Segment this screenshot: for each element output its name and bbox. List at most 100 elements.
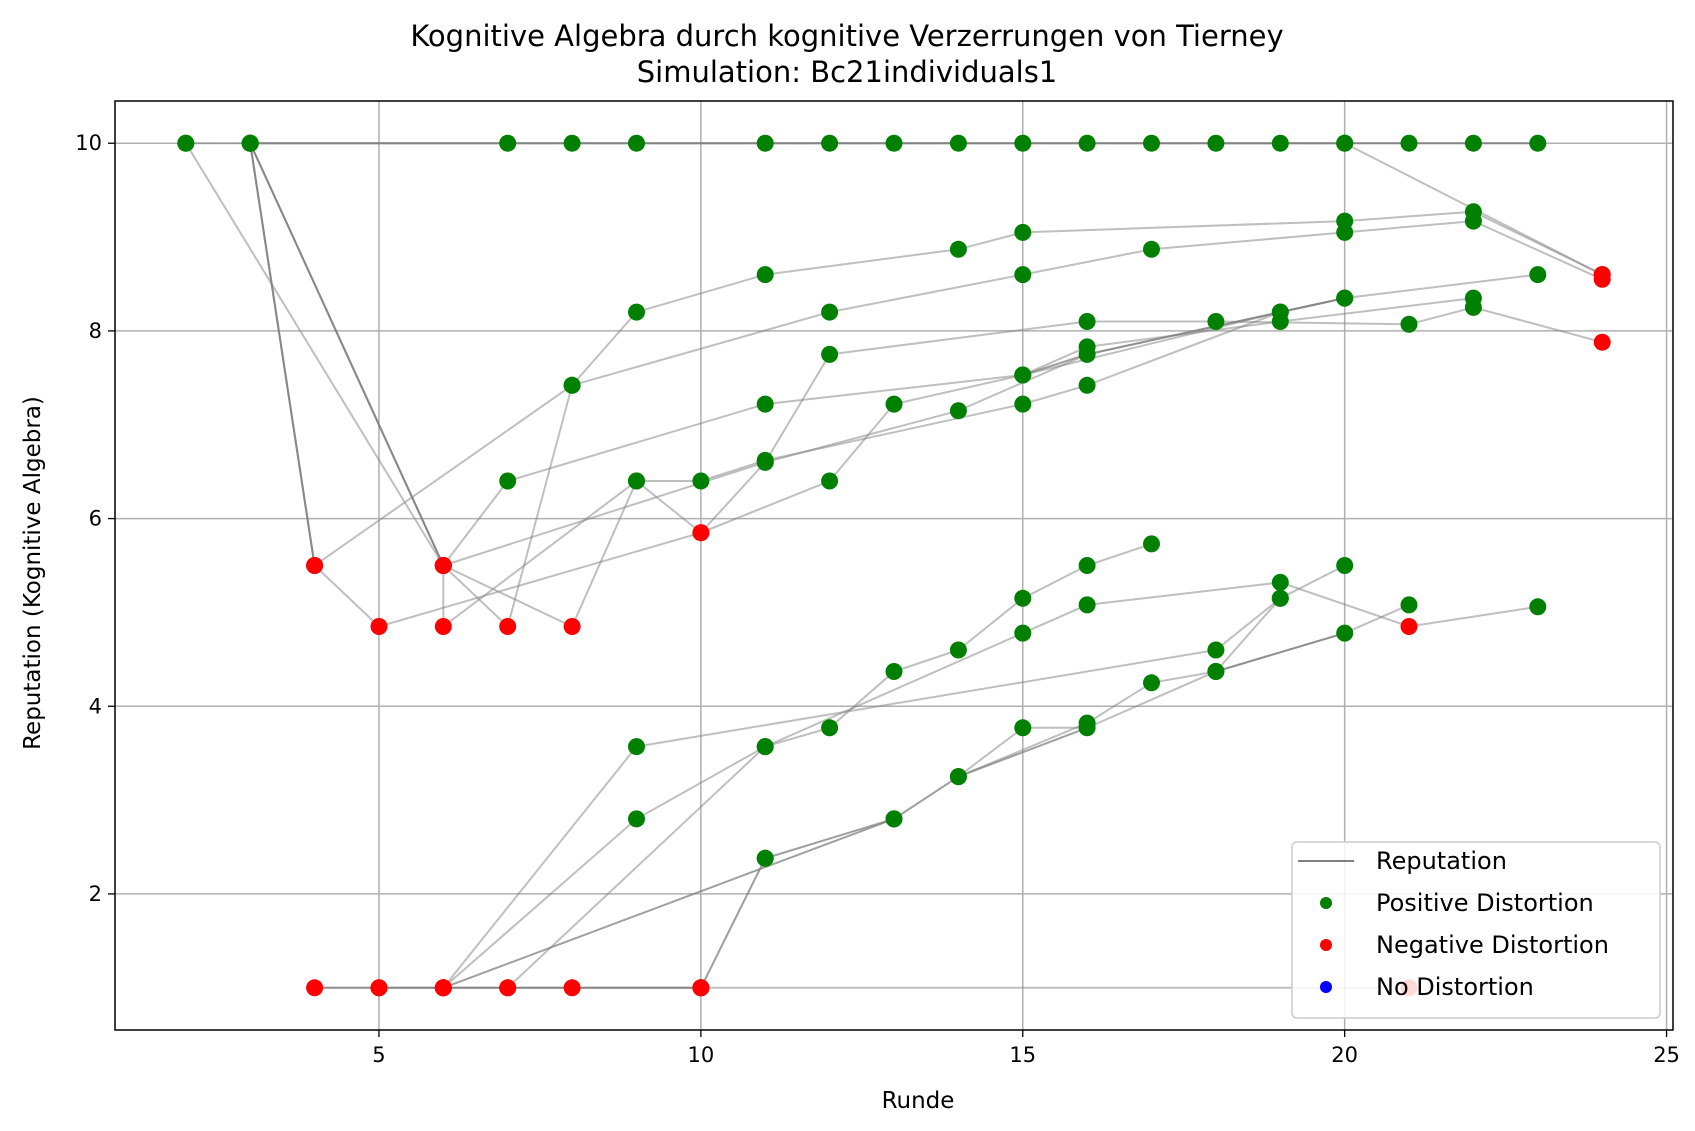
y-tick-label: 2 <box>89 882 102 906</box>
positive-distortion-point <box>949 768 967 786</box>
y-tick-label: 4 <box>89 694 102 718</box>
positive-distortion-point <box>1078 557 1096 574</box>
reputation-line-overlap <box>442 817 895 989</box>
axis-ticks: 5 10 15 20 25 2 4 6 8 10 <box>75 131 1680 1067</box>
positive-distortion-point <box>1078 719 1096 737</box>
positive-distortion-point <box>756 849 774 867</box>
positive-distortion-point <box>885 810 903 828</box>
reputation-line <box>249 142 1474 568</box>
reputation-line-overlap <box>249 143 316 566</box>
positive-distortion-point <box>628 738 645 756</box>
negative-distortion-point <box>306 557 324 574</box>
positive-distortion-point <box>1014 266 1032 284</box>
positive-distortion-point <box>821 303 839 321</box>
legend: Reputation Positive Distortion Negative Di… <box>1291 841 1661 1019</box>
negative-distortion-point <box>370 979 388 997</box>
positive-distortion-point <box>821 472 839 490</box>
reputation-line-overlap <box>249 142 445 566</box>
positive-distortion-point <box>885 134 903 152</box>
x-tick-label: 25 <box>1653 1043 1680 1067</box>
positive-distortion-point <box>1336 624 1354 642</box>
positive-distortion-point <box>1078 134 1096 152</box>
positive-distortion-point <box>628 134 645 152</box>
y-tick-label: 10 <box>75 131 102 155</box>
x-tick-label: 5 <box>372 1043 385 1067</box>
positive-distortion-point <box>1271 589 1289 607</box>
negative-distortion-point <box>1593 333 1611 351</box>
positive-distortion-point <box>1271 573 1289 591</box>
negative-distortion-point <box>306 979 324 997</box>
positive-distortion-point <box>756 738 774 756</box>
x-axis-label: Runde <box>882 1088 955 1114</box>
positive-distortion-point <box>1271 303 1289 321</box>
legend-label: No Distortion <box>1376 973 1534 1001</box>
positive-distortion-point <box>1529 266 1547 284</box>
positive-distortion-point <box>1078 376 1096 394</box>
positive-distortion-point <box>949 134 967 152</box>
negative-distortion-point <box>499 979 517 997</box>
y-tick-label: 8 <box>89 319 102 343</box>
negative-distortion-point <box>563 979 581 997</box>
x-tick-label: 15 <box>1009 1043 1036 1067</box>
positive-distortion-point <box>1143 674 1160 692</box>
positive-distortion-point <box>1464 134 1482 152</box>
positive-distortion-point <box>1143 240 1160 258</box>
positive-distortion-point <box>1143 134 1160 152</box>
positive-distortion-point <box>1400 315 1418 333</box>
negative-distortion-point <box>1400 618 1418 635</box>
negative-distortion-point <box>434 557 452 574</box>
legend-box <box>1291 841 1661 1019</box>
positive-distortion-point <box>1143 535 1160 553</box>
positive-distortion-point <box>499 134 517 152</box>
plot-area-frame <box>114 100 1674 1031</box>
distortion-points <box>177 134 1611 997</box>
negative-distortion-point <box>499 618 517 635</box>
y-tick-label: 6 <box>89 507 102 531</box>
negative-distortion-point <box>434 979 452 997</box>
positive-distortion-point <box>1400 596 1418 614</box>
positive-distortion-point <box>821 719 839 737</box>
positive-distortion-point <box>499 472 517 490</box>
positive-distortion-point <box>885 395 903 413</box>
positive-distortion-point <box>1529 134 1547 152</box>
negative-distortion-point <box>692 979 710 997</box>
positive-distortion-point <box>885 663 903 680</box>
reputation-line-overlap <box>1215 632 1345 673</box>
reputation-line-overlap <box>958 726 1088 778</box>
positive-distortion-point <box>177 134 195 152</box>
legend-marker-swatch <box>1320 939 1332 951</box>
reputation-line <box>249 142 1345 629</box>
positive-distortion-point <box>1014 366 1032 384</box>
positive-distortion-point <box>1336 289 1354 307</box>
positive-distortion-point <box>1464 203 1482 221</box>
positive-distortion-point <box>821 134 839 152</box>
positive-distortion-point <box>756 395 774 413</box>
positive-distortion-point <box>1400 134 1418 152</box>
positive-distortion-point <box>563 134 581 152</box>
negative-distortion-point <box>1593 266 1611 284</box>
positive-distortion-point <box>1336 557 1354 574</box>
chart-title: Kognitive Algebra durch kognitive Verzer… <box>410 19 1283 53</box>
positive-distortion-point <box>628 303 645 321</box>
chart-subtitle: Simulation: Bc21individuals1 <box>637 55 1058 89</box>
positive-distortion-point <box>1014 134 1032 152</box>
positive-distortion-point <box>1207 313 1225 330</box>
positive-distortion-point <box>949 641 967 659</box>
positive-distortion-point <box>821 345 839 363</box>
positive-distortion-point <box>1078 596 1096 614</box>
positive-distortion-point <box>1078 313 1096 330</box>
positive-distortion-point <box>756 451 774 469</box>
negative-distortion-point <box>370 618 388 635</box>
positive-distortion-point <box>1207 663 1225 680</box>
legend-marker-swatch <box>1320 897 1332 909</box>
negative-distortion-point <box>692 524 710 542</box>
positive-distortion-point <box>1014 624 1032 642</box>
positive-distortion-point <box>1078 338 1096 356</box>
reputation-line <box>442 311 1281 628</box>
positive-distortion-point <box>692 472 710 490</box>
negative-distortion-point <box>563 618 581 635</box>
positive-distortion-point <box>1336 134 1354 152</box>
legend-label: Negative Distortion <box>1376 931 1609 959</box>
y-axis-label: Reputation (Kognitive Algebra) <box>20 396 46 750</box>
